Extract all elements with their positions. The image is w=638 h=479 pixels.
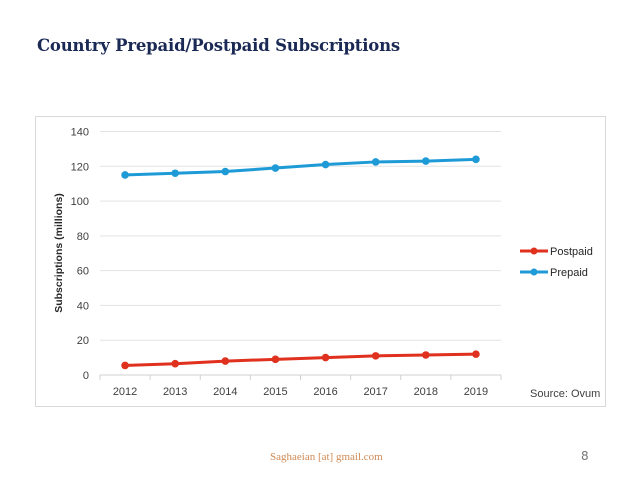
prepaid-point <box>422 157 430 165</box>
postpaid-point <box>422 351 430 359</box>
x-tick-label: 2016 <box>313 386 337 398</box>
prepaid-point <box>472 155 480 164</box>
postpaid-point <box>171 359 179 368</box>
prepaid-point <box>121 171 129 179</box>
x-tick-label: 2018 <box>414 386 438 398</box>
postpaid-point <box>271 355 280 364</box>
legend-label: Postpaid <box>550 246 593 258</box>
x-tick-label: 2019 <box>464 386 488 398</box>
slide-title: Country Prepaid/Postpaid Subscriptions <box>37 36 400 55</box>
prepaid-point <box>221 167 230 176</box>
legend: Postpaid Prepaid <box>520 246 593 279</box>
prepaid-line <box>125 157 476 177</box>
legend-item-prepaid: Prepaid <box>520 267 588 279</box>
postpaid-point <box>321 353 330 362</box>
legend-swatch-marker <box>530 247 538 255</box>
legend-swatch-marker <box>530 268 538 276</box>
legend-label: Prepaid <box>550 267 588 279</box>
legend-item-postpaid: Postpaid <box>520 246 593 258</box>
series <box>121 155 480 370</box>
prepaid-point <box>271 164 280 172</box>
postpaid-point <box>121 361 129 370</box>
y-tick-label: 60 <box>77 266 89 278</box>
y-tick-label: 80 <box>77 231 89 243</box>
prepaid-point <box>171 169 179 178</box>
series-postpaid <box>121 350 480 370</box>
x-tick-label: 2012 <box>113 386 137 398</box>
source-annotation: Source: Ovum <box>530 388 600 400</box>
x-tick-label: 2015 <box>263 386 287 398</box>
series-prepaid <box>121 155 480 179</box>
y-tick-label: 140 <box>71 127 89 139</box>
y-tick-labels: 0 20 40 60 80 100 120 140 <box>71 127 89 383</box>
y-tick-label: 40 <box>77 300 89 312</box>
x-tick-label: 2014 <box>213 386 237 398</box>
prepaid-point <box>321 160 330 169</box>
x-axis <box>99 374 502 380</box>
page-number: 8 <box>581 449 589 463</box>
postpaid-point <box>472 350 480 358</box>
prepaid-point <box>371 158 380 166</box>
x-tick-label: 2013 <box>163 386 187 398</box>
y-tick-label: 20 <box>77 335 89 347</box>
footer-email: Saghaeian [at] gmail.com <box>270 451 383 463</box>
gridlines <box>100 131 501 341</box>
x-tick-labels: 2012 2013 2014 2015 2016 2017 2018 2019 <box>113 386 488 398</box>
x-tick-label: 2017 <box>363 386 387 398</box>
postpaid-point <box>371 352 380 360</box>
postpaid-point <box>221 357 230 365</box>
y-tick-label: 0 <box>83 370 89 382</box>
y-tick-label: 100 <box>71 196 89 208</box>
y-tick-label: 120 <box>71 161 89 173</box>
postpaid-line <box>125 352 476 367</box>
y-axis-label: Subscriptions (millions) <box>53 193 65 313</box>
